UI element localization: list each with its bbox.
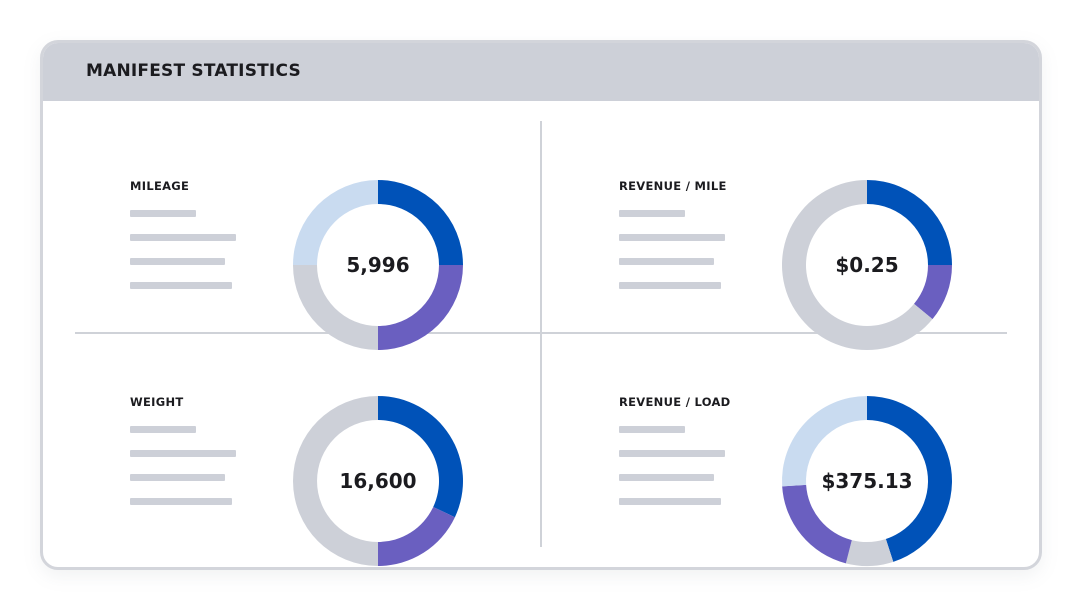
card-title: MANIFEST STATISTICS: [86, 61, 301, 81]
placeholder-line: [619, 234, 725, 241]
donut-slice-3: [782, 396, 867, 487]
placeholder-line: [619, 474, 714, 481]
donut-slice-1: [378, 265, 463, 350]
manifest-statistics-card: MANIFEST STATISTICS MILEAGE 5,996 REVENU…: [40, 40, 1042, 570]
stat-revenue-per-load: REVENUE / LOAD $375.13: [619, 395, 1039, 567]
donut-center-value: $375.13: [821, 469, 912, 493]
card-header: MANIFEST STATISTICS: [43, 43, 1039, 101]
placeholder-line: [130, 450, 236, 457]
revenue-per-load-donut-chart: $375.13: [782, 396, 952, 566]
donut-slice-0: [378, 396, 463, 518]
donut-slice-0: [378, 180, 463, 265]
donut-slice-2: [293, 265, 378, 350]
donut-center-value: $0.25: [835, 253, 898, 277]
stat-label: REVENUE / LOAD: [619, 395, 731, 409]
donut-slice-2: [782, 180, 933, 350]
placeholder-line: [619, 498, 721, 505]
vertical-divider: [540, 121, 542, 547]
placeholder-line: [619, 450, 725, 457]
donut-slice-2: [293, 396, 378, 566]
stat-mileage: MILEAGE 5,996: [130, 179, 580, 379]
stat-revenue-per-mile: REVENUE / MILE $0.25: [619, 179, 1039, 379]
donut-slice-0: [867, 396, 952, 562]
placeholder-line: [130, 498, 232, 505]
donut-slice-0: [867, 180, 952, 265]
placeholder-line: [130, 282, 232, 289]
stat-label: REVENUE / MILE: [619, 179, 727, 193]
horizontal-divider: [75, 332, 1007, 334]
donut-slice-1: [845, 539, 894, 566]
stat-weight: WEIGHT 16,600: [130, 395, 580, 567]
donut-slice-1: [914, 265, 952, 320]
donut-center-value: 16,600: [339, 469, 416, 493]
stat-label: MILEAGE: [130, 179, 190, 193]
placeholder-line: [130, 474, 225, 481]
donut-center-value: 5,996: [346, 253, 409, 277]
placeholder-line: [619, 258, 714, 265]
weight-donut-chart: 16,600: [293, 396, 463, 566]
donut-slice-2: [782, 484, 852, 564]
placeholder-line: [619, 426, 685, 433]
stat-label: WEIGHT: [130, 395, 184, 409]
mileage-donut-chart: 5,996: [293, 180, 463, 350]
placeholder-line: [619, 210, 685, 217]
placeholder-line: [130, 258, 225, 265]
placeholder-line: [130, 426, 196, 433]
placeholder-line: [619, 282, 721, 289]
donut-slice-3: [293, 180, 378, 265]
donut-slice-1: [378, 506, 455, 566]
placeholder-line: [130, 234, 236, 241]
placeholder-line: [130, 210, 196, 217]
revenue-per-mile-donut-chart: $0.25: [782, 180, 952, 350]
